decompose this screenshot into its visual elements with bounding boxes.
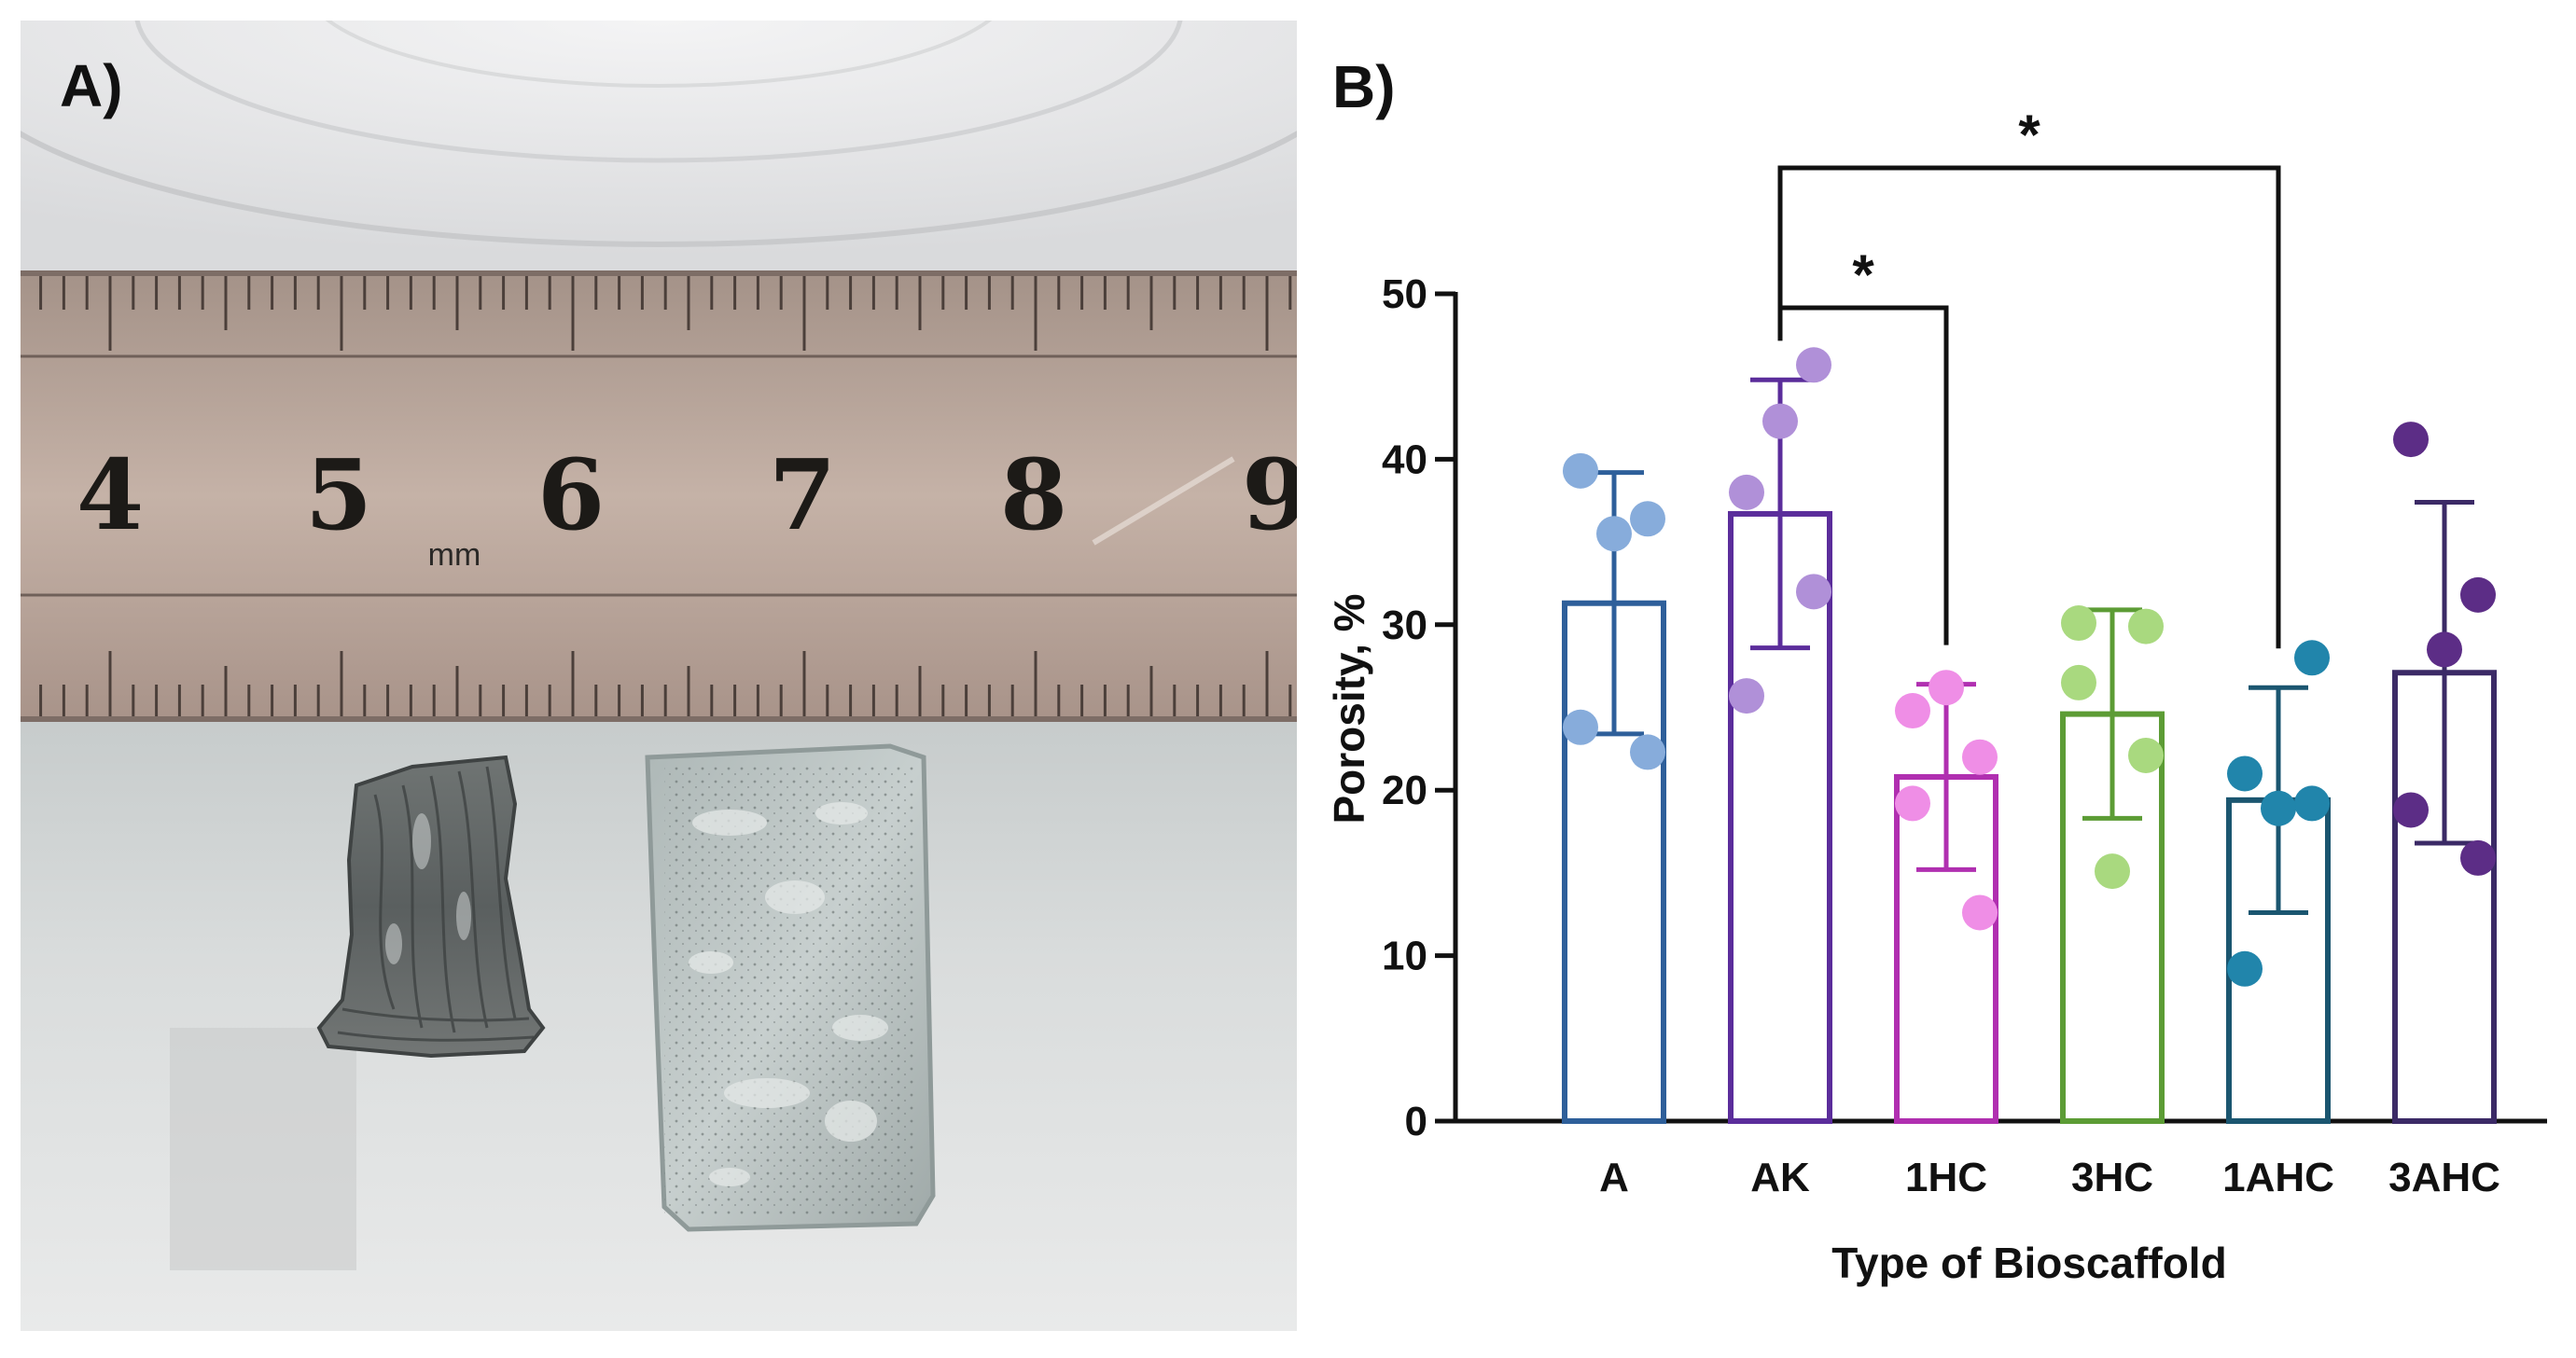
data-point-3AHC	[2393, 792, 2429, 828]
data-point-1HC	[1929, 670, 1964, 706]
data-point-3HC	[2095, 853, 2130, 890]
ruler-number-4: 4	[77, 437, 144, 552]
data-point-AK	[1762, 403, 1798, 439]
ruler-number-5: 5	[305, 437, 372, 552]
data-point-3AHC	[2460, 839, 2496, 876]
data-point-1AHC	[2261, 790, 2296, 826]
y-tick-label: 50	[1382, 271, 1427, 317]
x-tick-label-3AHC: 3AHC	[2388, 1155, 2500, 1200]
data-point-1HC	[1962, 894, 1998, 931]
data-point-A	[1563, 452, 1598, 489]
significance-star: *	[1852, 243, 1874, 306]
data-point-3AHC	[2460, 576, 2496, 613]
data-point-A	[1563, 709, 1598, 745]
ruler-number-7: 7	[769, 437, 836, 552]
x-tick-label-A: A	[1599, 1155, 1629, 1200]
x-axis-title: Type of Bioscaffold	[1831, 1239, 2226, 1287]
panel-b-label: B)	[1332, 53, 1396, 120]
panel-a-label: A)	[60, 52, 123, 119]
porosity-chart-svg: B) 0 10 20 30 40 50 A AK 1HC 3HC 1AHC 3AHC * * Porosi…	[1325, 53, 2547, 1287]
data-point-A	[1630, 734, 1665, 770]
data-point-AK	[1729, 678, 1764, 714]
data-point-1AHC	[2227, 755, 2263, 792]
ruler-number-6: 6	[537, 437, 605, 552]
data-point-3HC	[2061, 664, 2096, 700]
data-point-1HC	[1895, 693, 1930, 729]
y-tick-label: 40	[1382, 436, 1427, 482]
x-tick-label-1AHC: 1AHC	[2222, 1155, 2334, 1200]
dark-scaffold-sample	[316, 755, 546, 1059]
data-point-3HC	[2061, 605, 2096, 642]
y-tick-label: 30	[1382, 603, 1427, 648]
x-tick-label-1HC: 1HC	[1905, 1155, 1987, 1200]
x-tick-label-AK: AK	[1750, 1155, 1810, 1200]
y-tick-label: 10	[1382, 934, 1427, 979]
data-point-A	[1596, 516, 1632, 552]
data-point-3HC	[2128, 737, 2164, 773]
data-point-1AHC	[2294, 640, 2330, 676]
porosity-chart: B) 0 10 20 30 40 50 A AK 1HC 3HC 1AHC 3AHC * * Porosi…	[1306, 0, 2576, 1353]
data-point-3HC	[2128, 608, 2164, 644]
data-point-1AHC	[2227, 950, 2263, 987]
y-axis-title: Porosity, %	[1325, 593, 1373, 824]
data-point-3AHC	[2393, 422, 2429, 458]
data-point-AK	[1729, 474, 1764, 510]
y-tick-label: 20	[1382, 768, 1427, 813]
significance-star: *	[2018, 104, 2040, 166]
data-point-1AHC	[2294, 785, 2330, 822]
data-point-AK	[1796, 574, 1831, 610]
ruler-unit: mm	[428, 537, 481, 573]
data-point-1HC	[1962, 739, 1998, 775]
data-point-1HC	[1895, 785, 1930, 822]
ruler-number-8: 8	[1000, 437, 1067, 552]
data-point-A	[1630, 501, 1665, 537]
data-point-AK	[1796, 347, 1831, 383]
scaffold-photo: 4 5 6 7 8 9 mm	[21, 21, 1297, 1331]
significance-bracket	[1777, 165, 2281, 649]
data-point-3AHC	[2427, 631, 2462, 668]
y-tick-label: 0	[1405, 1099, 1427, 1144]
ruler-number-9: 9	[1242, 437, 1297, 552]
x-tick-label-3HC: 3HC	[2071, 1155, 2153, 1200]
scaffold-photo-illustration: 4 5 6 7 8 9 mm	[21, 21, 1297, 1331]
